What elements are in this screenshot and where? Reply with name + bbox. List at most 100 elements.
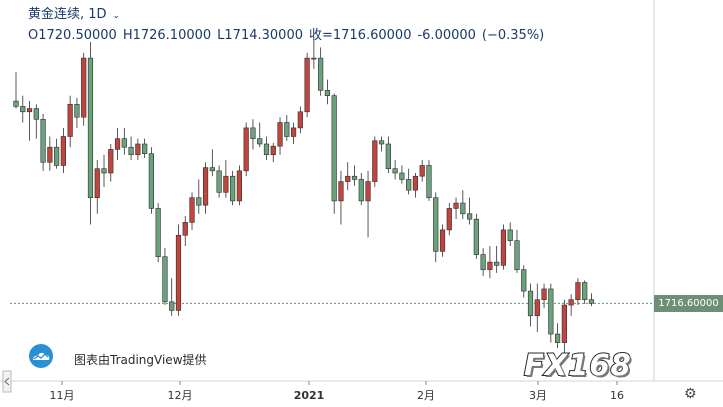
candle[interactable] (480, 248, 486, 277)
candle[interactable] (507, 222, 513, 246)
chevron-down-icon[interactable]: ⌄ (112, 11, 121, 21)
candle[interactable] (128, 136, 134, 161)
candle[interactable] (582, 280, 588, 304)
x-tick-label: 12月 (168, 389, 193, 402)
candle[interactable] (304, 52, 310, 118)
candle[interactable] (209, 149, 215, 177)
candle[interactable] (399, 165, 405, 184)
candle[interactable] (20, 95, 26, 123)
candle[interactable] (148, 147, 155, 214)
candle[interactable] (541, 283, 547, 309)
candle[interactable] (494, 246, 500, 273)
candle[interactable] (202, 162, 209, 214)
candle[interactable] (588, 293, 595, 307)
candle[interactable] (439, 224, 446, 257)
candle[interactable] (54, 138, 60, 169)
candle[interactable] (284, 115, 290, 141)
candle[interactable] (257, 122, 263, 148)
candle[interactable] (378, 136, 385, 152)
candle[interactable] (568, 294, 574, 316)
x-tick-label: 11月 (50, 389, 75, 402)
candle-body (480, 254, 486, 270)
candle[interactable] (466, 197, 473, 225)
candle-body (412, 175, 419, 191)
candle[interactable] (406, 168, 412, 195)
candle[interactable] (114, 127, 121, 161)
tradingview-cloud-icon[interactable] (28, 343, 54, 373)
candle[interactable] (324, 79, 331, 105)
candle[interactable] (453, 197, 459, 220)
candle[interactable] (108, 144, 114, 182)
candle[interactable] (372, 136, 378, 187)
candle[interactable] (534, 283, 540, 332)
candle[interactable] (33, 104, 39, 139)
candle[interactable] (270, 142, 276, 163)
candle[interactable] (121, 127, 127, 155)
candle[interactable] (331, 93, 337, 214)
candle[interactable] (297, 106, 303, 134)
candle[interactable] (94, 160, 100, 214)
candle[interactable] (250, 119, 256, 150)
candle[interactable] (155, 203, 161, 263)
symbol-title[interactable]: 黄金连续, 1D (28, 7, 107, 22)
candle[interactable] (101, 154, 107, 187)
candle[interactable] (460, 190, 466, 220)
candle-body (284, 122, 290, 137)
candle[interactable] (263, 136, 270, 161)
candle[interactable] (561, 299, 567, 354)
candle[interactable] (135, 138, 141, 161)
candle[interactable] (311, 39, 317, 69)
scroll-left-icon[interactable] (2, 370, 12, 393)
candle[interactable] (500, 224, 507, 270)
candle[interactable] (527, 283, 534, 327)
candle[interactable] (175, 224, 182, 316)
candle[interactable] (230, 170, 236, 206)
candle[interactable] (74, 97, 80, 128)
candle[interactable] (162, 248, 168, 306)
candle[interactable] (290, 122, 297, 144)
candle[interactable] (473, 213, 479, 259)
candle[interactable] (169, 278, 175, 316)
candle[interactable] (412, 172, 419, 198)
candle[interactable] (47, 136, 53, 171)
candle[interactable] (419, 160, 425, 182)
candle[interactable] (548, 283, 554, 343)
candle[interactable] (446, 203, 452, 236)
candle[interactable] (223, 160, 229, 198)
candle[interactable] (575, 278, 581, 306)
candle[interactable] (365, 170, 371, 238)
candle[interactable] (26, 101, 33, 141)
candle[interactable] (196, 179, 202, 214)
candle[interactable] (87, 42, 94, 225)
candle[interactable] (277, 117, 283, 155)
candle[interactable] (521, 265, 527, 298)
candle[interactable] (358, 172, 364, 206)
candle[interactable] (67, 95, 73, 148)
candle[interactable] (318, 47, 324, 96)
candle[interactable] (236, 165, 243, 206)
gear-icon[interactable]: ⚙ (684, 386, 697, 402)
candle[interactable] (345, 162, 351, 191)
candle[interactable] (142, 138, 148, 158)
candle[interactable] (351, 165, 358, 186)
candle[interactable] (40, 113, 46, 171)
candle[interactable] (60, 127, 66, 173)
tradingview-attribution[interactable]: 图表由TradingView提供 (74, 353, 207, 367)
candle[interactable] (487, 246, 493, 279)
candle[interactable] (514, 229, 520, 273)
candle[interactable] (554, 323, 561, 348)
candle[interactable] (182, 215, 188, 246)
candle[interactable] (426, 160, 432, 201)
candle[interactable] (81, 52, 87, 126)
candle[interactable] (385, 136, 391, 173)
candle[interactable] (338, 170, 344, 225)
candle[interactable] (189, 192, 195, 230)
candle-body (67, 103, 73, 137)
candle[interactable] (216, 165, 222, 198)
candle[interactable] (243, 122, 249, 177)
symbol-header[interactable]: 黄金连续, 1D ⌄ (28, 3, 126, 22)
candle[interactable] (392, 160, 398, 180)
candle[interactable] (13, 72, 19, 109)
candle[interactable] (433, 192, 439, 263)
